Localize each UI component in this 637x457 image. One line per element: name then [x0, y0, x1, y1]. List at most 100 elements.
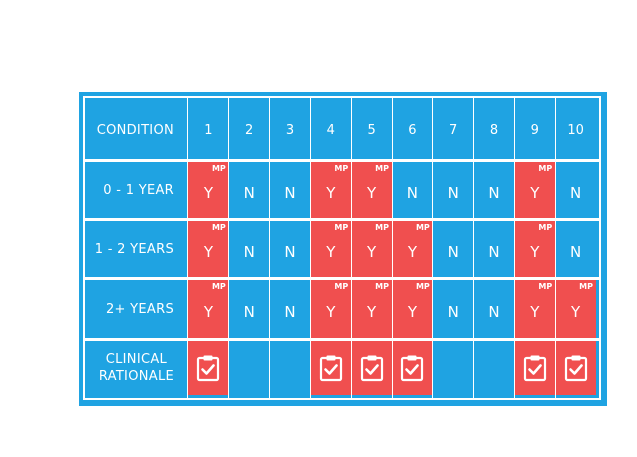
table-cell: N	[269, 162, 311, 218]
mp-badge: MP	[375, 223, 389, 232]
table-cell: Y MP	[514, 162, 556, 218]
rationale-cell	[555, 341, 596, 395]
cell-value: N	[488, 184, 500, 202]
rationale-cell	[269, 341, 311, 395]
condition-table: CONDITION 1 2 3 4 5 6 7 8 9 10 0 - 1 YEAR Y MP N N Y MP Y M…	[79, 92, 607, 406]
mp-badge: MP	[579, 282, 593, 291]
mp-badge: MP	[415, 223, 430, 232]
cell-value: Y	[203, 184, 213, 202]
table-cell: Y MP	[514, 280, 556, 338]
mp-badge: MP	[211, 282, 226, 291]
cell-value: Y	[407, 243, 417, 261]
cell-value: N	[243, 184, 255, 202]
table-cell: N	[228, 280, 270, 338]
grid-line-vertical	[309, 98, 311, 398]
mp-badge: MP	[334, 282, 349, 291]
grid-line-vertical	[391, 98, 393, 398]
clipboard-check-icon	[523, 355, 546, 382]
cell-value: N	[488, 243, 500, 261]
clipboard-check-icon	[360, 355, 383, 382]
cell-value: Y	[203, 303, 213, 321]
cell-value: Y	[530, 243, 540, 261]
cell-value: Y	[326, 303, 336, 321]
mp-badge: MP	[415, 282, 430, 291]
cell-value: Y	[203, 243, 213, 261]
header-column-6: 6	[392, 101, 433, 159]
grid-line-horizontal	[85, 338, 599, 341]
cell-value: N	[569, 184, 582, 202]
table-cell: N	[473, 280, 515, 338]
header-column-4: 4	[310, 101, 352, 159]
header-column-9: 9	[514, 101, 556, 159]
table-cell: Y MP	[392, 280, 433, 338]
table-cell: N	[473, 221, 515, 277]
cell-value: Y	[326, 243, 336, 261]
grid-line-horizontal	[85, 159, 599, 162]
table-cell: N	[269, 221, 311, 277]
table-cell: N	[555, 221, 596, 277]
table-cell: N	[432, 162, 474, 218]
table-cell: Y MP	[351, 221, 392, 277]
grid-line-horizontal	[85, 277, 599, 280]
table-cell: Y MP	[392, 221, 433, 277]
grid-line-vertical	[269, 98, 271, 398]
table-cell: Y MP	[310, 162, 352, 218]
header-column-1: 1	[188, 101, 229, 159]
cell-value: Y	[367, 243, 377, 261]
header-column-3: 3	[269, 101, 311, 159]
mp-badge: MP	[538, 223, 553, 232]
cell-value: N	[488, 303, 500, 321]
table-cell: N	[228, 221, 270, 277]
grid-line-vertical	[228, 98, 230, 398]
table-cell: N	[432, 221, 474, 277]
table-cell: N	[432, 280, 474, 338]
grid-line-vertical	[513, 98, 515, 398]
cell-value: N	[243, 243, 255, 261]
grid-line-horizontal	[85, 218, 599, 221]
cell-value: N	[284, 184, 296, 202]
cell-value: N	[284, 303, 296, 321]
table-cell: Y MP	[188, 162, 229, 218]
header-column-2: 2	[228, 101, 270, 159]
row-label: 1 - 2 YEARS	[85, 221, 188, 277]
table-cell: Y MP	[351, 280, 392, 338]
mp-badge: MP	[334, 223, 349, 232]
grid-line-vertical	[350, 98, 352, 398]
rationale-label-line1: CLINICAL	[105, 352, 168, 367]
header-condition-label: CONDITION	[85, 101, 188, 159]
header-column-5: 5	[351, 101, 392, 159]
mp-badge: MP	[334, 164, 349, 173]
table-cell: Y MP	[555, 280, 596, 338]
clipboard-check-icon	[319, 355, 342, 382]
table-cell: N	[473, 162, 515, 218]
cell-value: N	[284, 243, 296, 261]
table-cell: N	[269, 280, 311, 338]
table-cell: Y MP	[514, 221, 556, 277]
mp-badge: MP	[375, 282, 389, 291]
rationale-cell	[310, 341, 352, 395]
clipboard-check-icon	[401, 355, 424, 382]
cell-value: N	[447, 243, 459, 261]
cell-value: Y	[530, 303, 540, 321]
mp-badge: MP	[538, 164, 553, 173]
rationale-cell	[432, 341, 474, 395]
mp-badge: MP	[538, 282, 553, 291]
mp-badge: MP	[211, 164, 226, 173]
table-cell: Y MP	[188, 280, 229, 338]
rationale-cell	[228, 341, 270, 395]
grid-line-vertical	[554, 98, 556, 398]
rationale-cell	[392, 341, 433, 395]
header-column-10: 10	[555, 101, 596, 159]
cell-value: N	[243, 303, 255, 321]
clipboard-check-icon	[197, 355, 220, 382]
table-cell: Y MP	[351, 162, 392, 218]
table-cell: Y MP	[188, 221, 229, 277]
cell-value: Y	[367, 303, 377, 321]
grid-line-vertical	[473, 98, 475, 398]
mp-badge: MP	[211, 223, 226, 232]
header-column-7: 7	[432, 101, 474, 159]
grid-line-vertical	[432, 98, 434, 398]
mp-badge: MP	[375, 164, 389, 173]
cell-value: Y	[367, 184, 377, 202]
table-cell: N	[228, 162, 270, 218]
